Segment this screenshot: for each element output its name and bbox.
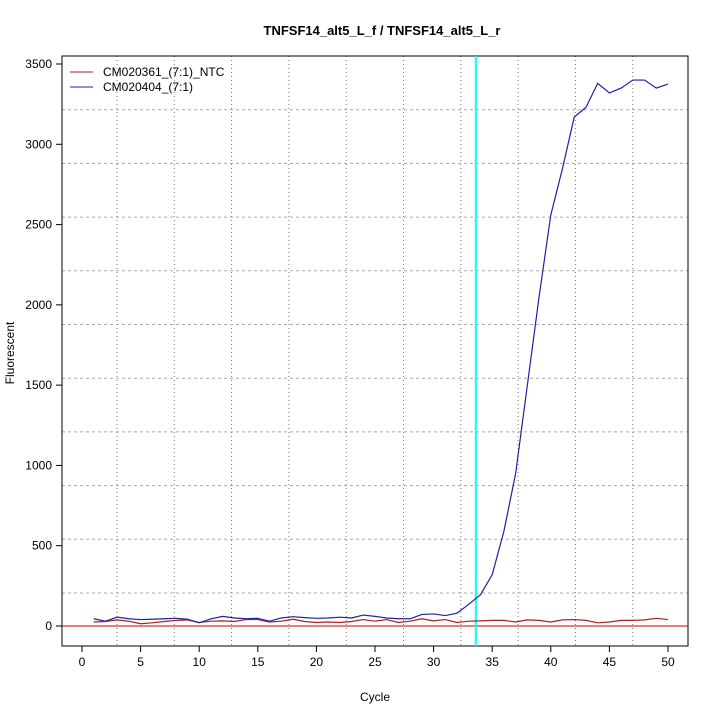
x-tick-label: 35 <box>486 655 500 669</box>
x-tick-label: 50 <box>661 655 675 669</box>
x-tick-label: 0 <box>79 655 86 669</box>
plot-frame <box>61 55 689 647</box>
y-tick-label: 500 <box>32 539 52 553</box>
axes: 0 5 10 15 20 25 30 35 40 45 5005001000150020002500… <box>25 55 689 669</box>
y-tick-label: 0 <box>45 619 52 633</box>
x-tick-label: 30 <box>427 655 441 669</box>
x-tick-label: 15 <box>251 655 265 669</box>
chart-title: TNFSF14_alt5_L_f / TNFSF14_alt5_L_r <box>264 23 501 38</box>
x-tick-label: 5 <box>137 655 144 669</box>
y-tick-label: 1000 <box>25 458 52 472</box>
x-tick-label: 45 <box>603 655 617 669</box>
series-line-1 <box>93 79 669 624</box>
legend-label-ntc: CM020361_(7:1)_NTC <box>103 65 225 79</box>
x-tick-label: 40 <box>544 655 558 669</box>
x-tick-label: 25 <box>368 655 382 669</box>
y-tick-label: 2500 <box>25 218 52 232</box>
grid <box>62 55 688 646</box>
x-axis-label: Cycle <box>360 690 390 704</box>
series-lines <box>62 56 688 646</box>
y-tick-label: 3500 <box>25 57 52 71</box>
y-axis-label: Fluorescent <box>3 321 17 384</box>
legend-label-sample: CM020404_(7:1) <box>103 80 193 94</box>
legend: CM020361_(7:1)_NTC CM020404_(7:1) <box>70 65 225 94</box>
y-tick-label: 2000 <box>25 298 52 312</box>
y-tick-label: 3000 <box>25 137 52 151</box>
x-tick-label: 10 <box>193 655 207 669</box>
x-tick-label: 20 <box>310 655 324 669</box>
y-tick-label: 1500 <box>25 378 52 392</box>
